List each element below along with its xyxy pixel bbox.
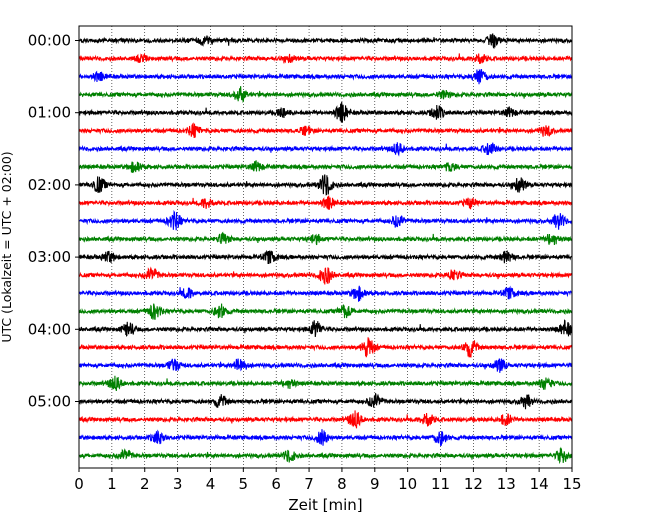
x-tick-label: 8 [337,475,347,493]
x-tick-label: 12 [464,475,483,493]
trace-0300 [78,249,573,265]
x-tick-label: 9 [370,475,380,493]
y-axis-ticks: 00:00 01:00 02:00 03:00 04:00 05:00 [28,32,79,411]
x-tick-label: 6 [271,475,281,493]
x-tick-label: 7 [304,475,314,493]
x-tick-label: 11 [431,475,450,493]
trace-0045 [78,86,573,104]
y-tick-label: 04:00 [28,320,71,338]
y-tick-label: 05:00 [28,393,71,411]
y-tick-label: 02:00 [28,176,71,194]
trace-0215 [78,195,573,210]
trace-0100 [78,102,573,123]
trace-0345 [78,303,573,320]
x-tick-label: 0 [74,475,84,493]
seismogram-traces [78,33,573,465]
trace-0330 [78,285,573,302]
trace-0015 [78,52,573,65]
x-tick-label: 10 [398,475,417,493]
trace-0200 [78,174,573,196]
y-axis-label: UTC (Lokalzeit = UTC + 02:00) [0,151,14,342]
trace-0315 [78,266,573,285]
x-tick-label: 14 [530,475,549,493]
plot-frame [78,25,573,469]
trace-0445 [78,375,573,391]
x-tick-label: 15 [562,475,581,493]
trace-0430 [78,358,573,373]
x-tick-label: 2 [140,475,150,493]
x-axis-ticks: 0 1 2 3 4 5 6 7 8 9 10 11 12 13 14 15 [74,468,582,493]
trace-0515 [78,410,573,429]
trace-0500 [78,393,573,410]
trace-0415 [78,337,573,358]
y-tick-label: 00:00 [28,32,71,50]
trace-0145 [78,160,573,174]
y-tick-label: 03:00 [28,248,71,266]
x-axis-label: Zeit [min] [288,496,362,514]
trace-0130 [78,142,573,157]
trace-0030 [78,68,573,85]
trace-0530 [78,429,573,447]
trace-0230 [78,209,573,231]
x-tick-label: 5 [239,475,249,493]
trace-0400 [78,319,573,338]
x-tick-label: 3 [173,475,183,493]
y-tick-label: 01:00 [28,104,71,122]
trace-0245 [78,231,573,246]
x-tick-label: 13 [497,475,516,493]
x-tick-label: 4 [206,475,216,493]
trace-0115 [78,122,573,139]
x-tick-label: 1 [107,475,117,493]
trace-0545 [78,446,573,465]
trace-0000 [78,33,573,50]
